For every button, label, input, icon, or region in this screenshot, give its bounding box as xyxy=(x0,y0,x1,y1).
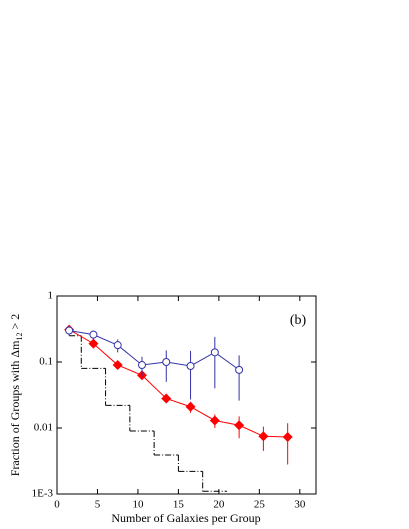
x-tick-label: 20 xyxy=(213,499,225,511)
series-line xyxy=(68,329,288,438)
y-label-suffix: > 2 xyxy=(8,314,22,333)
y-label-text: Fraction of Groups with Δm xyxy=(8,340,22,476)
marker xyxy=(113,341,122,350)
x-axis-label: Number of Galaxies per Group xyxy=(111,511,260,525)
marker xyxy=(258,431,269,442)
y-label-subscript: 12 xyxy=(15,333,24,341)
y-tick-label: 1E-3 xyxy=(32,488,54,500)
marker xyxy=(65,326,74,335)
marker xyxy=(234,420,245,431)
plot-frame xyxy=(56,295,317,495)
marker xyxy=(210,348,219,357)
marker xyxy=(89,330,98,339)
marker xyxy=(162,358,171,366)
annotation: (b) xyxy=(290,313,307,328)
y-tick-label: 0.1 xyxy=(39,356,53,368)
marker xyxy=(161,393,172,404)
x-tick-label: 30 xyxy=(294,499,306,511)
x-tick-label: 10 xyxy=(132,499,144,511)
y-tick-label: 1 xyxy=(48,290,54,302)
x-tick-label: 5 xyxy=(95,499,101,511)
y-tick-label: 0.01 xyxy=(34,422,53,434)
x-tick-label: 25 xyxy=(254,499,266,511)
marker xyxy=(209,415,220,426)
y-axis-label: Fraction of Groups with Δm12 > 2 xyxy=(8,314,24,476)
marker xyxy=(235,365,244,374)
series-line xyxy=(69,330,240,371)
x-tick-label: 15 xyxy=(173,499,185,511)
marker xyxy=(185,401,196,412)
marker xyxy=(282,432,293,443)
marker xyxy=(186,361,195,370)
x-tick-label: 0 xyxy=(54,499,60,511)
marker xyxy=(88,338,99,349)
marker xyxy=(112,360,123,371)
marker xyxy=(137,361,146,370)
